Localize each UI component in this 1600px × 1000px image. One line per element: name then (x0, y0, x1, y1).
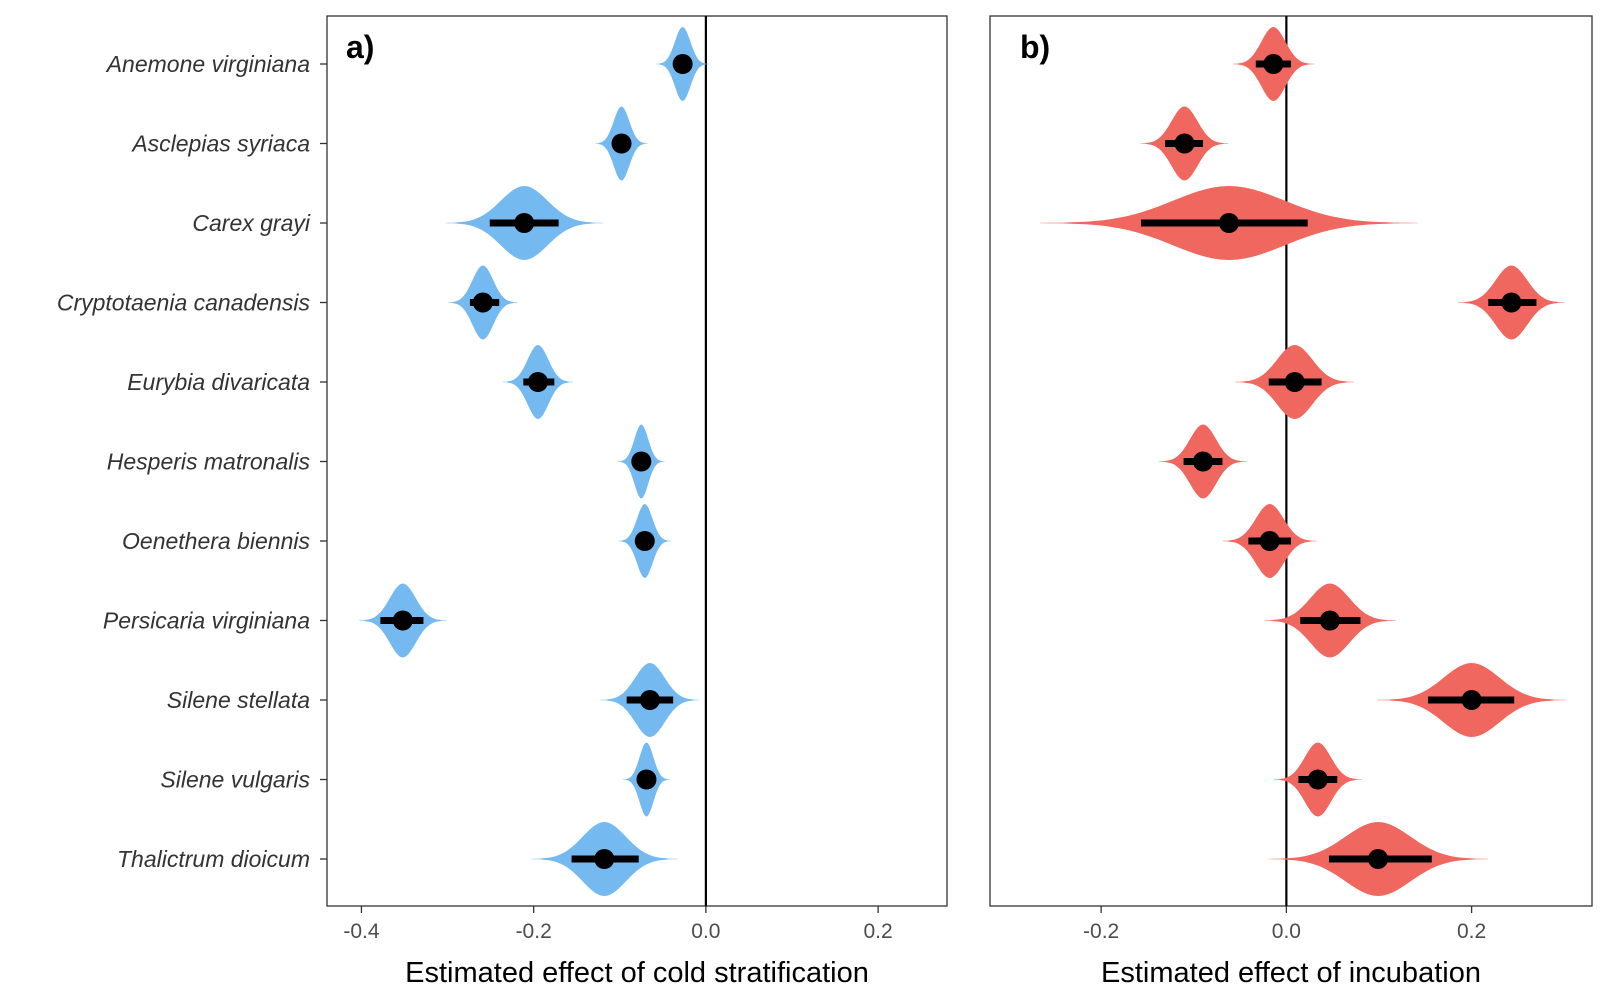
panel-b-point-eurybia-divaricata (1284, 372, 1305, 392)
species-y-axis: Anemone virginiana Asclepias syriaca Carex… (57, 51, 327, 872)
panel-b-point-hesperis-matronalis (1193, 451, 1214, 472)
y-tick-label-persicaria-virginiana: Persicaria virginiana (103, 608, 310, 634)
panel-a-x-tick-label-0: -0.4 (343, 920, 380, 943)
panel-a-point-asclepias-syriaca (611, 133, 632, 154)
y-tick-label-eurybia-divaricata: Eurybia divaricata (127, 369, 310, 395)
panel-b-point-silene-stellata (1461, 690, 1482, 710)
panel-a-point-persicaria-virginiana (392, 610, 413, 631)
panel-a-marks: -0.4 -0.2 0.0 0.2 (343, 16, 893, 943)
panel-b-point-asclepias-syriaca (1174, 133, 1195, 154)
y-tick-label-asclepias-syriaca: Asclepias syriaca (130, 131, 310, 157)
panel-a-point-anemone-virginiana (672, 54, 693, 74)
panel-b-point-oenethera-biennis (1259, 531, 1280, 551)
panel-b-marks: -0.2 0.0 0.2 (1040, 16, 1567, 943)
panel-b-x-tick-label-1: 0.0 (1272, 920, 1301, 943)
y-tick-label-silene-stellata: Silene stellata (167, 687, 310, 713)
panel-a-point-cryptotaenia-canadensis (472, 292, 493, 313)
y-tick-label-anemone-virginiana: Anemone virginiana (105, 51, 310, 77)
panel-b-label: b) (1020, 29, 1050, 65)
panel-b-frame (989, 15, 1593, 907)
panel-a-x-tick-label-1: -0.2 (516, 920, 552, 943)
panel-a-point-oenethera-biennis (634, 531, 655, 551)
panel-a-point-silene-vulgaris (636, 769, 657, 790)
panel-b-point-cryptotaenia-canadensis (1501, 292, 1522, 313)
panel-a-point-eurybia-divaricata (527, 372, 548, 392)
panel-b-x-tick-label-2: 0.2 (1457, 920, 1486, 943)
panel-a-cold-stratification: -0.4 -0.2 0.0 0.2 a) Estimated effect of co… (326, 15, 948, 989)
panel-a-point-silene-stellata (639, 690, 660, 710)
panel-a-x-tick-label-2: 0.0 (691, 920, 720, 943)
panel-a-point-hesperis-matronalis (631, 451, 652, 472)
y-tick-label-carex-grayi: Carex grayi (192, 210, 310, 236)
panel-b-point-silene-vulgaris (1307, 769, 1328, 790)
panel-b-x-axis-title: Estimated effect of incubation (1101, 957, 1481, 989)
panel-a-x-tick-label-3: 0.2 (864, 920, 893, 943)
panel-a-x-axis-title: Estimated effect of cold stratification (405, 957, 869, 989)
y-tick-label-cryptotaenia-canadensis: Cryptotaenia canadensis (57, 290, 311, 316)
panel-b-point-anemone-virginiana (1263, 54, 1284, 74)
panel-a-point-carex-grayi (514, 213, 535, 233)
panel-b-incubation: -0.2 0.0 0.2 b) Estimated effect of incuba… (989, 15, 1593, 989)
panel-b-point-carex-grayi (1218, 213, 1239, 233)
panel-b-x-tick-label-0: -0.2 (1083, 920, 1119, 943)
y-tick-label-oenethera-biennis: Oenethera biennis (122, 528, 310, 554)
panel-a-label: a) (346, 29, 374, 65)
panel-a-point-thalictrum-dioicum (594, 849, 615, 869)
y-tick-label-hesperis-matronalis: Hesperis matronalis (107, 449, 311, 475)
panel-b-point-persicaria-virginiana (1319, 610, 1340, 631)
y-tick-label-silene-vulgaris: Silene vulgaris (160, 767, 310, 793)
y-tick-label-thalictrum-dioicum: Thalictrum dioicum (117, 846, 310, 872)
panel-b-point-thalictrum-dioicum (1368, 849, 1389, 869)
